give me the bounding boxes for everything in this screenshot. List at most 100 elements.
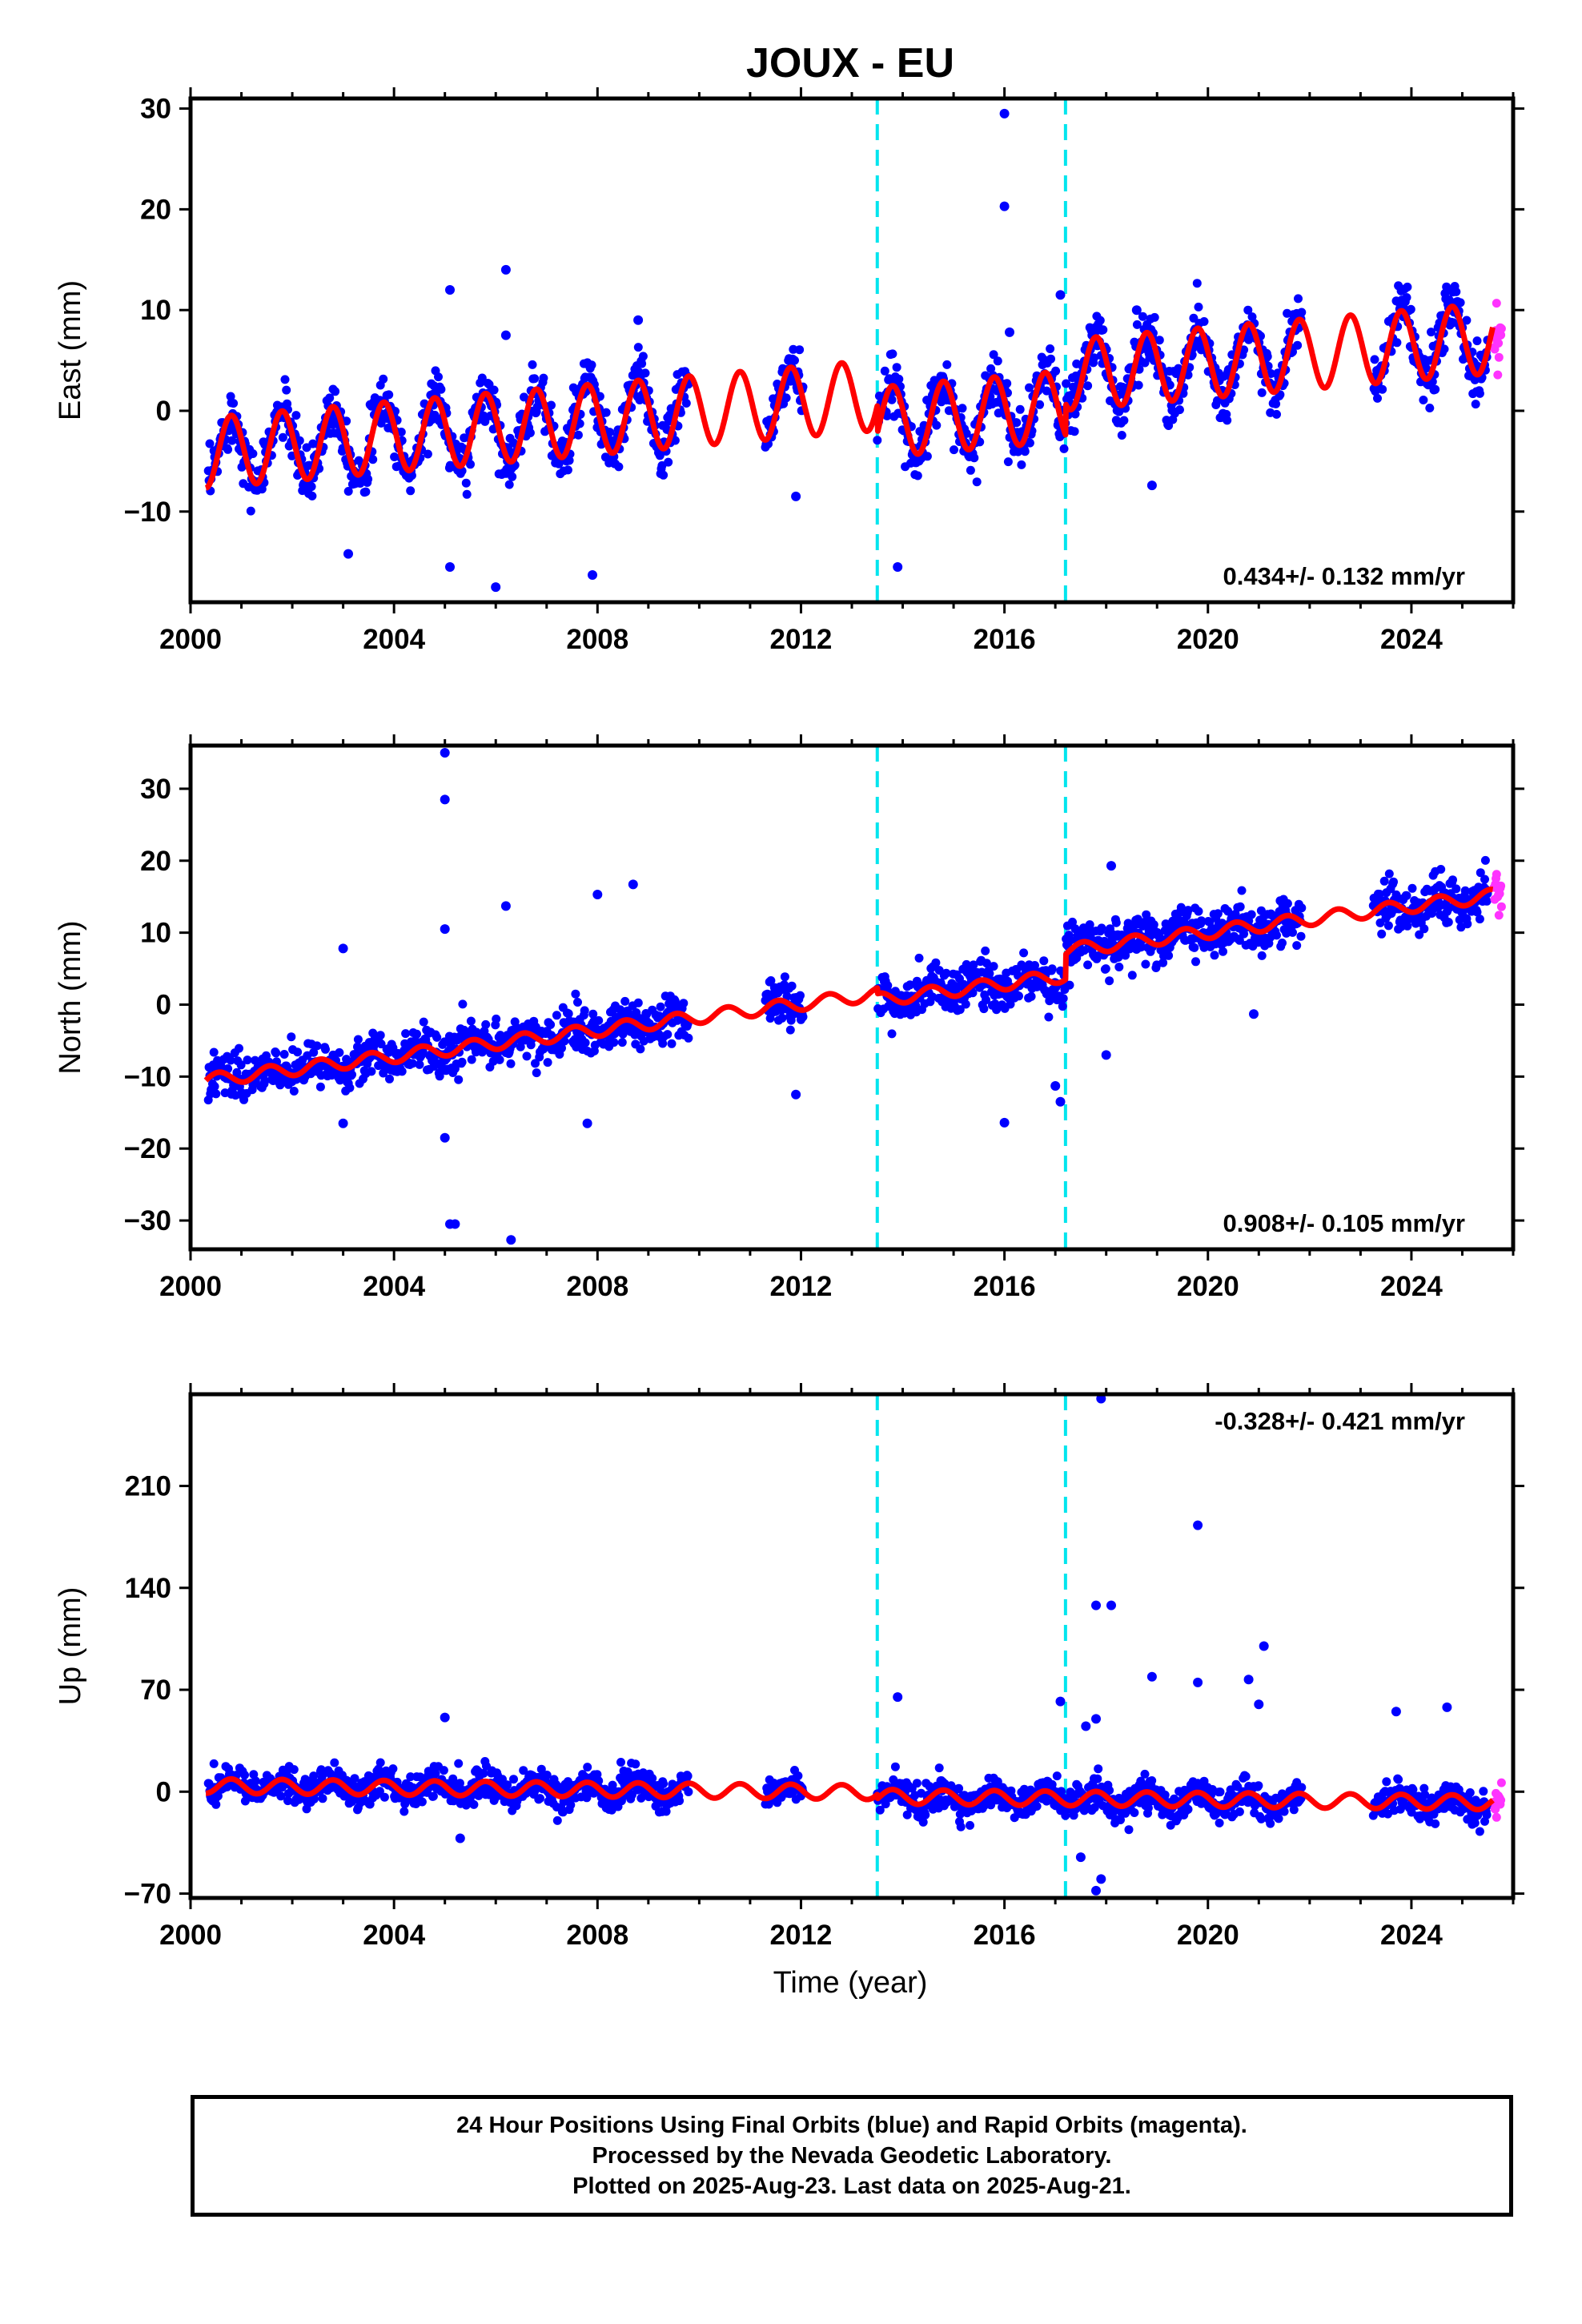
north-final-point-399 [481,1019,491,1029]
east-outlier-point-13 [893,562,903,572]
north-final-point-583 [609,1038,619,1047]
north-outlier-point-18 [1050,1081,1061,1091]
east-final-point-623 [637,359,647,368]
east-rapid-orbit-points [1489,299,1506,380]
east-outlier-point-15 [1146,480,1157,491]
east-final-point-746 [873,436,882,445]
up-final-point-477 [536,1794,544,1803]
north-final-point-249 [376,1039,386,1049]
north-rapid-point-9 [1494,911,1504,920]
north-final-point-1112 [1127,971,1137,980]
east-final-point-377 [466,460,475,469]
gnss-time-series-figure: JOUX - EU 2000 2004 2008 2012 2016 2020 2024−1… [54,40,1524,2000]
up-final-point-1130 [1140,1769,1150,1779]
east-final-point-132 [295,436,304,445]
up-final-point-738 [793,1771,803,1780]
north-final-point-541 [580,1006,589,1015]
east-final-point-230 [363,474,373,484]
north-final-point-512 [560,1036,569,1046]
north-final-point-699 [766,976,776,985]
north-final-point-972 [1030,961,1039,970]
up-outlier-point-2 [1193,1520,1203,1530]
up-final-point-12 [211,1799,221,1809]
up-outlier-point-15 [1091,1714,1101,1724]
north-final-point-1453 [1436,865,1446,874]
east-outlier-point-3 [500,264,511,275]
x-axis-label: Time (year) [773,1966,928,2000]
north-final-point-1378 [1383,921,1393,931]
up-x-tick-label-2008: 2008 [566,1920,628,1951]
east-final-point-946 [1012,418,1022,428]
north-final-point-215 [353,1042,362,1051]
north-final-point-1048 [1083,960,1093,970]
north-final-point-650 [656,1002,665,1011]
north-outlier-point-2 [440,794,450,805]
north-final-point-997 [1047,964,1057,974]
up-final-point-339 [439,1766,448,1775]
north-final-point-666 [667,1039,677,1048]
up-final-point-124 [289,1765,299,1775]
north-final-point-595 [617,1038,627,1047]
up-outlier-point-6 [1193,1677,1203,1687]
up-final-point-502 [552,1815,562,1825]
north-rapid-orbit-points [1489,870,1506,920]
east-outlier-point-9 [343,549,353,559]
up-final-point-1115 [1130,1808,1139,1817]
up-outlier-point-17 [1096,1874,1106,1884]
east-final-point-1048 [1083,381,1093,391]
east-final-point-649 [655,451,665,460]
east-final-point-1002 [1051,366,1061,376]
up-final-point-1275 [1241,1771,1251,1781]
up-velocity-label: -0.328+/- 0.421 mm/yr [1215,1407,1465,1435]
north-final-point-189 [335,1047,344,1057]
north-final-point-518 [564,1009,573,1019]
east-final-point-920 [994,408,1003,418]
north-final-point-1464 [1443,918,1453,927]
east-final-point-237 [368,455,378,464]
east-final-point-572 [601,408,611,417]
north-final-point-561 [594,1015,604,1025]
north-final-point-1355 [1297,903,1307,913]
east-final-point-33 [226,392,235,401]
east-final-point-740 [795,345,805,355]
up-final-point-677 [675,1796,685,1806]
up-x-tick-label-2004: 2004 [363,1920,425,1951]
east-outlier-point-1 [999,108,1010,119]
north-y-tick-label--10: −10 [124,1061,171,1092]
east-x-tick-label-2016: 2016 [974,624,1036,655]
north-final-point-435 [506,1059,516,1068]
up-final-point-593 [616,1758,625,1767]
east-model-curve [203,304,1496,491]
east-final-point-889 [972,477,982,487]
north-final-point-956 [1019,948,1029,958]
up-x-tick-label-2000: 2000 [159,1920,222,1951]
east-final-point-111 [280,375,290,384]
east-final-point-1437 [1425,404,1435,412]
north-plot-area [203,746,1506,1249]
north-final-point-1412 [1407,883,1417,893]
north-final-point-1491 [1463,919,1472,929]
north-final-point-414 [492,1014,501,1023]
east-final-point-411 [489,385,499,395]
east-final-point-958 [1020,447,1030,456]
up-plot-area [203,1394,1506,1898]
north-final-point-553 [588,1009,598,1019]
east-y-tick-label--10: −10 [124,497,171,528]
north-final-point-472 [532,1068,541,1078]
up-final-point-1445 [1431,1819,1440,1828]
east-final-point-149 [307,482,316,492]
east-final-point-625 [638,352,648,361]
north-outlier-point-17 [1055,1096,1066,1107]
up-outlier-point-12 [440,1712,450,1723]
north-final-point-967 [1026,991,1036,1001]
east-final-point-1284 [1247,312,1257,322]
north-outlier-point-1 [440,748,450,758]
up-final-point-1062 [1093,1774,1102,1783]
up-final-point-1495 [1465,1788,1475,1797]
up-final-point-815 [921,1810,930,1819]
east-outlier-point-7 [500,330,511,340]
east-final-point-1509 [1475,388,1484,398]
north-final-point-719 [780,972,789,982]
east-final-point-577 [605,428,615,437]
east-final-point-663 [665,410,674,420]
